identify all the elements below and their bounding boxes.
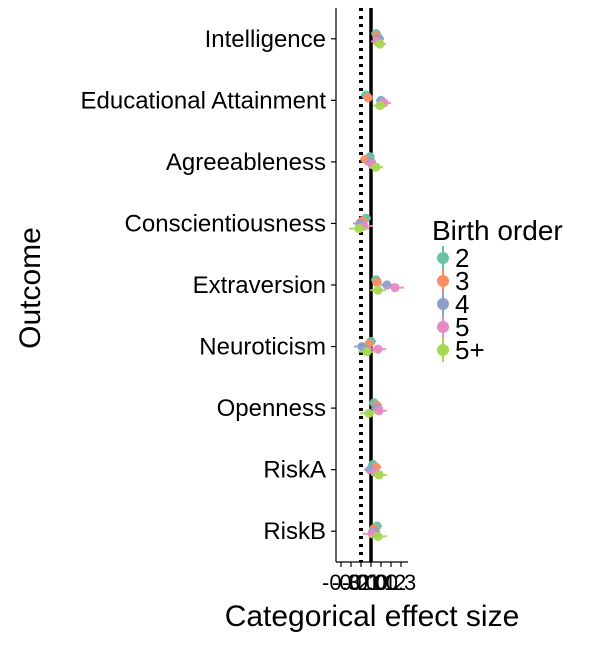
legend-title: Birth order	[432, 215, 563, 246]
legend-label: 4	[455, 289, 469, 319]
y-tick-label: Openness	[217, 395, 326, 422]
legend-label: 5	[455, 312, 469, 342]
y-tick-label: Conscientiousness	[125, 210, 326, 237]
y-tick-label: Educational Attainment	[81, 87, 327, 114]
x-tick-label: -0.3	[322, 570, 360, 595]
legend-key	[437, 344, 449, 356]
y-tick-label: RiskB	[263, 518, 326, 545]
x-tick-label: 0.3	[386, 570, 417, 595]
y-axis-title: Outcome	[14, 227, 47, 349]
x-tick-label: 0.1	[366, 570, 397, 595]
data-point	[372, 277, 382, 287]
data-point	[375, 100, 385, 111]
x-tick-label: 0.2	[376, 570, 407, 595]
legend-key	[437, 275, 449, 287]
data-point	[375, 39, 385, 49]
data-point	[390, 283, 400, 293]
data-point	[374, 470, 384, 480]
y-tick-label: Intelligence	[205, 26, 326, 53]
data-point	[354, 224, 364, 234]
legend-label: 5+	[455, 335, 485, 365]
legend-key	[437, 321, 449, 333]
legend-key	[437, 252, 449, 264]
y-tick-label: Extraversion	[193, 272, 326, 299]
y-tick-label: RiskA	[263, 457, 326, 484]
data-point	[371, 162, 381, 172]
data-point	[362, 347, 372, 357]
data-point	[373, 531, 383, 542]
x-tick-label: 0.0	[356, 570, 387, 595]
data-point	[363, 93, 373, 103]
x-tick-label: -0.1	[342, 570, 380, 595]
x-tick-label: -0.2	[332, 570, 370, 595]
x-axis-title: Categorical effect size	[225, 600, 520, 633]
y-tick-label: Agreeableness	[166, 149, 326, 176]
y-tick-label: Neuroticism	[199, 334, 326, 361]
data-point	[373, 285, 383, 295]
legend-key	[437, 298, 449, 310]
legend-label: 2	[455, 243, 469, 273]
data-point	[364, 408, 374, 418]
legend-label: 3	[455, 266, 469, 296]
